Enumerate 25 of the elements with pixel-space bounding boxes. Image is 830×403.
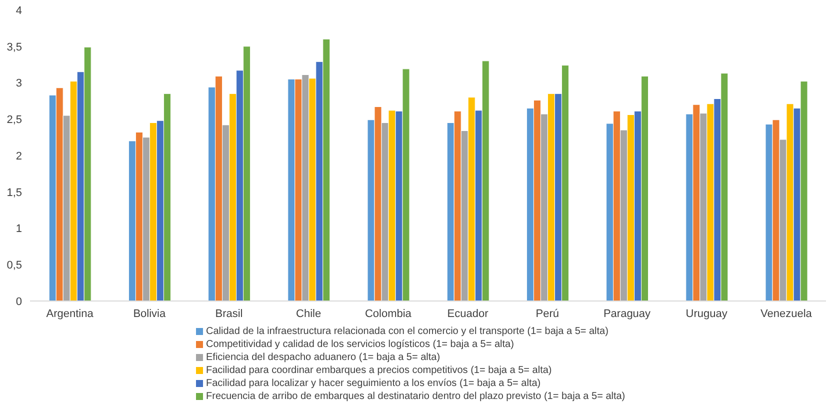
x-tick-label: Bolivia — [133, 308, 166, 320]
x-tick-label: Paraguay — [603, 308, 652, 320]
legend-label: Frecuencia de arribo de embarques al destinatario dentro del plazo previsto (1= baja a 5= alta) — [206, 390, 626, 403]
x-tick-label: Uruguay — [686, 308, 728, 320]
x-tick-label: Perú — [536, 308, 560, 320]
y-tick-label: 2,5 — [6, 114, 22, 126]
x-tick-label: Brasil — [215, 308, 243, 320]
y-tick-label: 1 — [16, 223, 22, 236]
y-tick-label: 4 — [16, 4, 22, 17]
legend-label: Calidad de la infraestructura relacionada con el comercio y el transporte (1= baja a 5= alta) — [206, 325, 608, 338]
x-tick-label: Colombia — [364, 308, 412, 320]
x-tick-label: Chile — [296, 308, 322, 320]
x-tick-label: Ecuador — [447, 308, 489, 320]
legend-label: Eficiencia del despacho aduanero (1= baja a 5= alta) — [206, 351, 440, 364]
y-tick-label: 2 — [16, 150, 22, 162]
y-tick-label: 0,5 — [6, 260, 22, 272]
y-tick-label: 3,5 — [6, 41, 22, 54]
x-tick-label: Venezuela — [760, 308, 813, 320]
y-tick-label: 0 — [16, 296, 22, 308]
legend-label: Facilidad para coordinar embarques a precios competitivos (1= baja a 5= alta) — [206, 364, 552, 377]
legend-label: Competitividad y calidad de los servicios logísticos (1= baja a 5= alta) — [206, 338, 514, 351]
y-tick-label: 3 — [16, 78, 22, 90]
x-tick-label: Argentina — [46, 308, 94, 320]
y-tick-label: 1,5 — [6, 186, 22, 199]
legend-label: Facilidad para localizar y hacer seguimiento a los envíos (1= baja a 5= alta) — [206, 377, 541, 390]
